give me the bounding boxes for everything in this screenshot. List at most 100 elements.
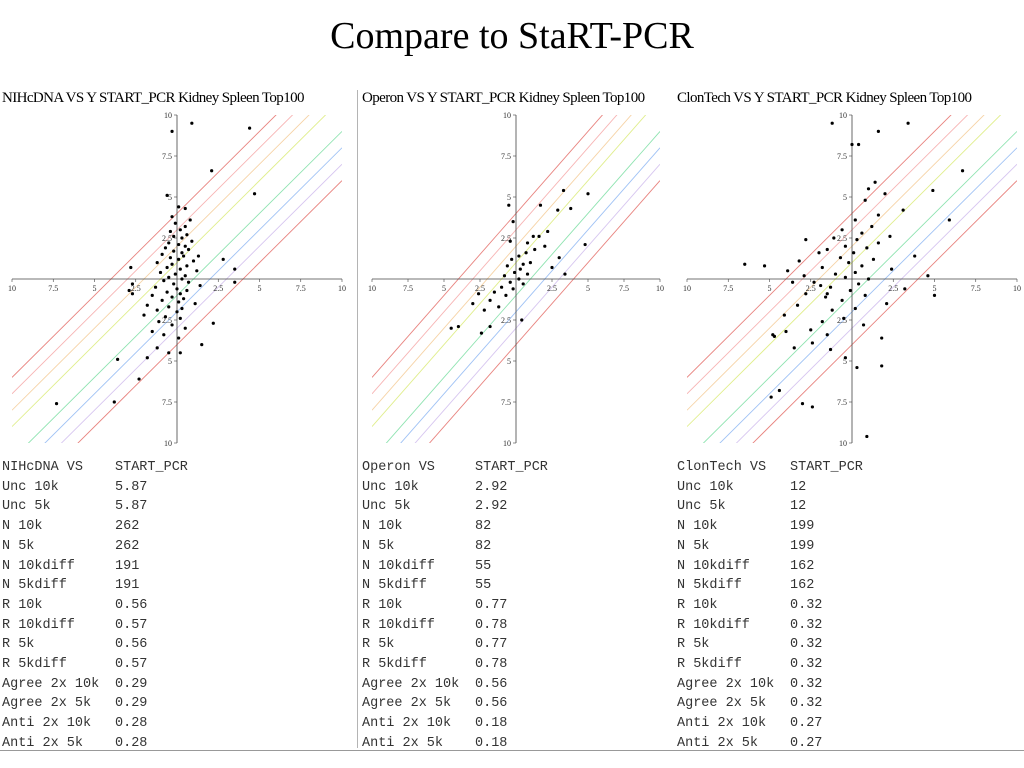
data-point: [172, 282, 176, 286]
stat-label: Anti 2x 10k: [677, 716, 767, 732]
stats-row: R 10kdiff 0.32: [677, 616, 863, 636]
data-point: [802, 274, 806, 278]
data-point: [853, 218, 857, 222]
stat-label: Unc 10k: [362, 479, 419, 495]
stat-value: 0.28: [115, 716, 148, 732]
data-point: [857, 142, 861, 147]
panel-operon: Operon VS Y START_PCR Kidney Spleen Top1…: [360, 90, 674, 751]
stats-row: R 5kdiff 0.78: [362, 655, 548, 675]
y-tick-label: 10: [503, 112, 511, 120]
data-point: [784, 329, 788, 334]
panel-clontech: ClonTech VS Y START_PCR Kidney Spleen To…: [675, 90, 1024, 751]
data-point: [901, 208, 905, 212]
panel-nihcdna: NIHcDNA VS Y START_PCR Kidney Spleen Top…: [0, 90, 356, 751]
data-point: [198, 283, 202, 288]
x-tick-label: 7.5: [296, 284, 306, 293]
data-point: [569, 206, 573, 211]
y-tick-label: 5: [843, 193, 847, 202]
stats-row: Unc 10k 2.92: [362, 478, 548, 498]
stats-row: N 5kdiff 191: [2, 576, 188, 596]
data-point: [180, 306, 184, 311]
data-point: [888, 234, 892, 238]
x-tick-label: 2.5: [547, 284, 557, 293]
stats-row: N 5kdiff 55: [362, 576, 548, 596]
data-point: [178, 292, 182, 296]
data-point: [142, 313, 146, 317]
data-point: [54, 402, 59, 406]
data-point: [167, 351, 171, 355]
data-point: [521, 282, 525, 286]
stat-label: Agree 2x 5k: [677, 696, 767, 712]
data-point: [183, 224, 187, 229]
stat-value: 55: [475, 558, 492, 574]
y-tick-label: 10: [839, 112, 847, 120]
stat-value: 0.27: [790, 716, 823, 732]
stats-row: Agree 2x 10k 0.56: [362, 675, 548, 695]
data-point: [488, 298, 492, 302]
data-point: [842, 316, 846, 320]
stats-row: Agree 2x 5k 0.32: [677, 694, 863, 714]
data-point: [586, 192, 590, 196]
stats-row: Unc 5k 2.92: [362, 497, 548, 517]
data-point: [561, 188, 566, 193]
stat-label: R 5kdiff: [362, 657, 427, 673]
data-point: [186, 247, 191, 252]
stat-value: 0.56: [115, 597, 148, 613]
data-point: [512, 270, 517, 275]
stat-value: 0.57: [115, 617, 148, 633]
stat-label: R 5kdiff: [677, 657, 742, 673]
data-point: [525, 272, 530, 276]
data-point: [160, 252, 164, 256]
data-point: [537, 234, 541, 238]
data-point: [178, 316, 182, 320]
data-point: [185, 264, 189, 268]
data-point: [830, 308, 834, 312]
data-point: [557, 256, 561, 260]
stat-value: 0.78: [475, 617, 508, 633]
stats-row: R 5k 0.32: [677, 635, 863, 655]
data-point: [866, 187, 871, 191]
stat-label: N 5kdiff: [362, 578, 427, 594]
data-point: [180, 251, 184, 255]
data-point: [583, 242, 587, 247]
data-point: [848, 288, 852, 293]
stat-value: 82: [475, 538, 492, 554]
data-point: [157, 320, 161, 324]
stat-label: Anti 2x 5k: [677, 735, 759, 751]
data-point: [853, 270, 857, 275]
data-point: [825, 247, 829, 252]
data-point: [186, 280, 191, 284]
data-point: [840, 298, 844, 302]
data-point: [177, 336, 181, 340]
data-point: [906, 121, 910, 125]
stat-label: N 10k: [362, 519, 403, 535]
data-point: [883, 192, 887, 196]
data-point: [563, 272, 567, 276]
data-point: [196, 254, 201, 258]
data-point: [880, 336, 884, 340]
data-point: [538, 203, 543, 207]
data-point: [233, 280, 237, 284]
stats-row: Unc 10k 12: [677, 478, 863, 498]
y-tick-label: 10: [164, 112, 172, 120]
data-point: [479, 331, 484, 335]
stat-label: Anti 2x 10k: [362, 716, 452, 732]
stats-row: Unc 5k 12: [677, 497, 863, 517]
stats-row: Anti 2x 5k 0.28: [2, 734, 188, 754]
stat-value: 0.56: [475, 676, 508, 692]
x-tick-label: 5: [442, 284, 446, 293]
data-point: [200, 343, 204, 347]
data-point: [170, 295, 174, 299]
stat-value: 0.32: [790, 696, 823, 712]
data-point: [145, 356, 149, 360]
data-point: [876, 241, 880, 245]
data-point: [158, 270, 163, 275]
data-point: [211, 321, 215, 325]
stat-value: 0.27: [790, 735, 823, 751]
data-point: [863, 293, 867, 297]
y-tick-label: 10: [164, 439, 172, 448]
stat-value: 0.32: [790, 597, 823, 613]
stat-label: Agree 2x 10k: [362, 676, 460, 692]
data-point: [812, 280, 816, 284]
stat-label: R 5k: [2, 637, 35, 653]
